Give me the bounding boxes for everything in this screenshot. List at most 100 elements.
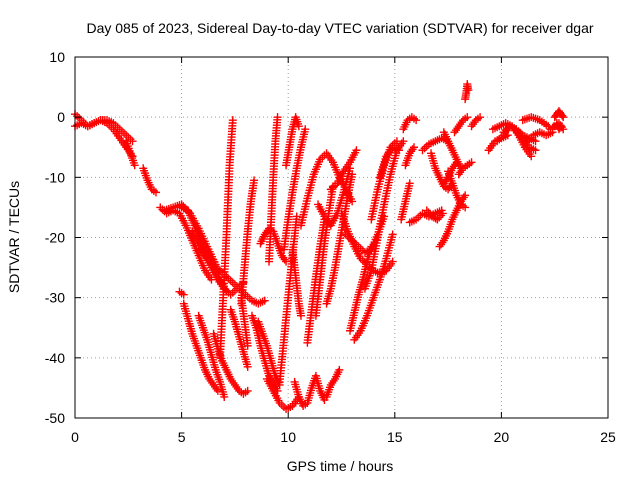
data-point: [405, 179, 414, 188]
series-11: [179, 299, 222, 395]
series-21: [265, 113, 282, 266]
series-17: [237, 293, 252, 350]
series-62: [522, 128, 557, 146]
series-50: [439, 128, 465, 173]
x-tick-label: 20: [494, 429, 510, 445]
data-point: [463, 113, 472, 122]
chart-title: Day 085 of 2023, Sidereal Day-to-day VTE…: [86, 20, 593, 36]
data-point: [294, 122, 303, 131]
x-tick-label: 15: [387, 429, 403, 445]
series-14: [215, 116, 237, 362]
data-point: [467, 158, 476, 167]
series-43: [401, 143, 418, 170]
series-15: [226, 305, 252, 371]
series-58: [484, 131, 512, 155]
y-tick-label: -30: [45, 290, 65, 306]
data-point: [461, 191, 470, 200]
series-38: [350, 230, 397, 344]
grid: [75, 57, 608, 418]
data-point: [392, 137, 401, 146]
data-points: [71, 80, 568, 413]
data-point: [531, 146, 540, 155]
axis-ticks: 0 5 10 15 20 25 10 0 -10 -20 -30 -40 -50: [45, 49, 616, 445]
series-63: [518, 113, 553, 131]
data-point: [90, 119, 99, 128]
series-26: [288, 245, 305, 320]
series-56: [461, 80, 473, 104]
data-point: [559, 113, 568, 122]
series-16: [237, 176, 259, 308]
data-point: [243, 341, 252, 350]
data-point: [220, 392, 229, 401]
series-25: [282, 113, 303, 170]
series-49: [435, 206, 461, 251]
x-tick-label: 0: [71, 429, 79, 445]
y-tick-label: -10: [45, 169, 65, 185]
series-65: [550, 107, 568, 122]
data-point: [352, 146, 361, 155]
data-point: [409, 143, 418, 152]
data-point: [348, 170, 357, 179]
data-point: [476, 113, 485, 122]
series-34: [326, 146, 361, 194]
y-tick-label: 0: [57, 109, 65, 125]
data-point: [335, 365, 344, 374]
series-27: [290, 371, 329, 410]
y-tick-label: -40: [45, 350, 65, 366]
data-point: [464, 86, 473, 95]
series-3: [122, 137, 139, 170]
data-point: [260, 296, 269, 305]
data-point: [412, 116, 421, 125]
series-42: [397, 179, 414, 224]
y-tick-label: -50: [45, 410, 65, 426]
series-4: [139, 164, 161, 197]
data-point: [557, 122, 566, 131]
data-point: [296, 311, 305, 320]
data-point: [367, 242, 376, 251]
series-1: [71, 119, 99, 131]
data-point: [228, 116, 237, 125]
data-point: [250, 176, 259, 185]
data-point: [388, 230, 397, 239]
data-point: [558, 111, 567, 120]
data-point: [179, 290, 188, 299]
data-point: [388, 257, 397, 266]
data-point: [431, 214, 440, 223]
data-point: [461, 203, 470, 212]
series-12: [194, 311, 229, 401]
data-point: [556, 123, 565, 132]
y-tick-label: 10: [49, 49, 65, 65]
data-point: [130, 161, 139, 170]
x-tick-label: 5: [178, 429, 186, 445]
series-47: [422, 206, 447, 224]
series-53: [452, 191, 470, 215]
x-tick-label: 10: [280, 429, 296, 445]
data-point: [152, 188, 161, 197]
series-44: [399, 113, 421, 134]
data-point: [452, 158, 461, 167]
x-tick-label: 25: [600, 429, 616, 445]
series-41: [375, 143, 404, 182]
data-point: [213, 386, 222, 395]
data-point: [395, 146, 404, 155]
data-point: [438, 209, 447, 218]
series-66: [552, 119, 566, 134]
data-point: [243, 386, 252, 395]
y-axis-label: SDTVAR / TECUs: [6, 181, 22, 293]
series-54: [450, 113, 472, 137]
series-57: [467, 113, 485, 131]
data-point: [301, 125, 310, 134]
data-point: [531, 137, 540, 146]
x-axis-label: GPS time / hours: [287, 458, 394, 474]
series-10: [175, 287, 188, 299]
data-point: [273, 113, 282, 122]
series-23: [275, 212, 301, 386]
series-30: [322, 365, 344, 401]
data-point: [292, 212, 301, 221]
series-24: [279, 125, 310, 254]
data-point: [527, 152, 536, 161]
series-55: [454, 158, 476, 179]
data-point: [243, 362, 252, 371]
y-tick-label: -20: [45, 230, 65, 246]
